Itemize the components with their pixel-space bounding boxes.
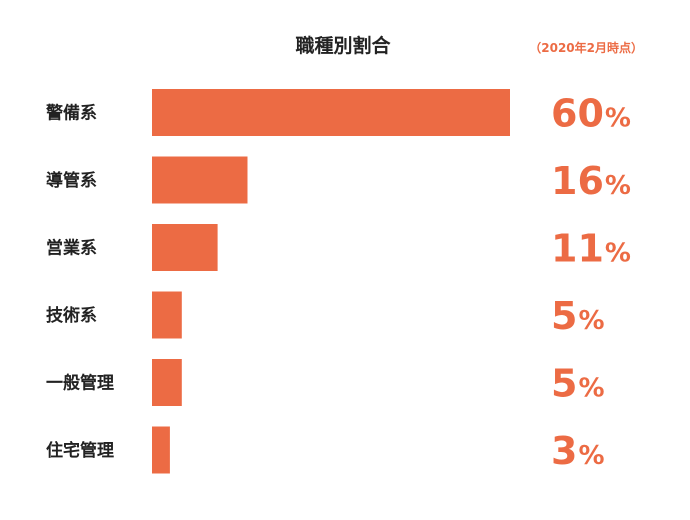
data-label-unit: % (605, 104, 631, 134)
bar (152, 426, 170, 474)
bar (152, 224, 218, 271)
data-label: 11% (551, 227, 631, 271)
data-label: 16% (551, 159, 631, 203)
bar (152, 359, 182, 406)
category-label: 住宅管理 (46, 440, 114, 461)
data-label-value: 3 (551, 429, 577, 473)
category-label: 一般管理 (46, 373, 114, 394)
data-label-value: 60 (551, 92, 604, 136)
category-label: 導管系 (46, 170, 97, 191)
chart-note: （2020年2月時点） (529, 40, 643, 55)
chart-title: 職種別割合 (295, 34, 391, 57)
data-label: 5% (551, 362, 605, 406)
category-label: 警備系 (45, 103, 97, 124)
data-label-unit: % (605, 171, 631, 201)
bar (152, 156, 248, 204)
bar-group: 警備系 60% 導管系 16% 営業系 11% 技術系 5% 一般管理 5% 住宅管理 3% (45, 89, 631, 474)
data-label-value: 5 (551, 362, 577, 406)
data-label-value: 16 (551, 159, 604, 203)
data-label: 60% (551, 92, 631, 136)
bar (152, 89, 510, 136)
data-label-unit: % (578, 374, 604, 404)
data-label-value: 5 (551, 294, 577, 338)
data-label-unit: % (578, 441, 604, 471)
bar (152, 291, 182, 339)
data-label: 5% (551, 294, 605, 338)
data-label-unit: % (605, 239, 631, 269)
data-label-unit: % (578, 306, 604, 336)
category-label: 技術系 (46, 305, 97, 326)
data-label-value: 11 (551, 227, 604, 271)
category-label: 営業系 (46, 238, 97, 259)
data-label: 3% (551, 429, 605, 473)
